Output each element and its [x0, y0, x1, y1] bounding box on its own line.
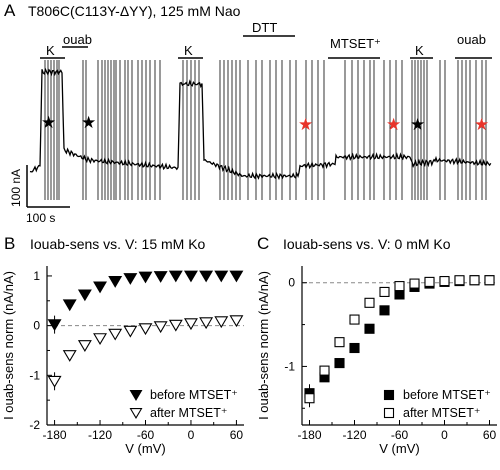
- data-point-series-0: [62, 299, 77, 312]
- x-tick-label: 0: [188, 428, 195, 442]
- y-tick-label: -1: [29, 368, 40, 382]
- data-point-series-1: [108, 328, 123, 341]
- scale-label-time: 100 s: [26, 211, 55, 225]
- star-black-1: ★: [41, 113, 56, 132]
- x-tick-label: 0: [441, 428, 448, 442]
- segment-label-ouab1: ouab: [63, 32, 92, 47]
- scale-label-current: 100 nA: [9, 169, 23, 207]
- data-point-series-1: [183, 318, 198, 331]
- legend-label-1: after MTSET⁺: [150, 406, 227, 420]
- data-point-series-1: [334, 337, 345, 348]
- x-tick-label: -180: [43, 428, 67, 442]
- y-tick-label: -1: [284, 359, 295, 373]
- data-point-series-0: [123, 273, 138, 285]
- data-point-series-1: [349, 314, 360, 325]
- data-point-series-1: [454, 275, 465, 286]
- data-point-series-1: [77, 340, 92, 352]
- star-black-3: ★: [410, 115, 425, 134]
- segment-label-k3: K: [415, 43, 424, 58]
- data-point-series-0: [77, 289, 92, 302]
- segment-label-k2: K: [184, 43, 193, 58]
- data-point-series-0: [168, 270, 183, 283]
- data-point-series-0: [47, 319, 62, 332]
- y-tick-label: 1: [33, 269, 40, 283]
- data-point-series-1: [424, 276, 435, 287]
- x-tick-label: 60: [483, 428, 497, 442]
- data-point-series-1: [168, 319, 183, 332]
- data-point-series-1: [47, 375, 62, 388]
- legend-marker-0: [383, 389, 395, 401]
- data-point-series-1: [364, 297, 375, 308]
- x-tick-label: -60: [391, 428, 409, 442]
- star-red-1: ★: [298, 115, 313, 134]
- data-point-series-1: [214, 316, 229, 329]
- panel-b-title: Iouab-sens vs. V: 15 mM Ko: [30, 236, 206, 252]
- data-point-series-1: [439, 276, 450, 287]
- data-point-series-1: [62, 350, 77, 362]
- trace-line: [29, 67, 492, 181]
- panel-a-header: T806C(C113Y-ΔYY), 125 mM Nao: [28, 3, 241, 19]
- x-tick-label: -120: [342, 428, 366, 442]
- data-point-series-1: [469, 275, 480, 286]
- data-point-series-1: [379, 286, 390, 297]
- x-axis-label: V (mV): [125, 441, 165, 456]
- legend-marker-1: [129, 408, 143, 420]
- data-point-series-0: [214, 270, 229, 283]
- x-tick-label: -60: [137, 428, 155, 442]
- panel-b-letter: B: [4, 234, 15, 253]
- data-point-series-0: [183, 270, 198, 283]
- panel-c-plot: -180 -120 -60 0 60 0 -1 V (mV) I ouab-sens norm …: [256, 266, 497, 456]
- data-point-series-0: [199, 270, 214, 283]
- data-point-series-1: [304, 393, 315, 404]
- x-tick-label: 60: [230, 428, 244, 442]
- segment-label-dtt: DTT: [252, 20, 277, 35]
- data-point-series-0: [93, 281, 108, 294]
- legend-label-0: before MTSET⁺: [403, 388, 491, 402]
- x-axis-label: V (mV): [379, 441, 419, 456]
- data-point-series-1: [484, 275, 495, 286]
- legend-marker-0: [129, 390, 143, 402]
- data-point-series-1: [138, 323, 153, 336]
- segment-label-ouab2: ouab: [457, 32, 486, 47]
- y-axis-label: I ouab-sens norm (nA/nA): [256, 271, 271, 420]
- panel-c-letter: C: [257, 234, 269, 253]
- data-point-series-0: [349, 342, 360, 354]
- x-tick-label: -180: [297, 428, 321, 442]
- data-point-series-0: [334, 358, 345, 369]
- data-point-series-0: [364, 323, 375, 334]
- y-tick-label: 0: [288, 276, 295, 290]
- data-point-series-0: [108, 276, 123, 288]
- star-red-2: ★: [386, 115, 401, 134]
- y-tick-label: -2: [29, 418, 40, 432]
- data-point-series-0: [379, 305, 390, 316]
- y-tick-label: 0: [33, 319, 40, 333]
- data-point-series-1: [319, 365, 330, 376]
- data-point-series-1: [394, 281, 405, 292]
- data-point-series-0: [229, 270, 244, 283]
- segment-label-k1: K: [46, 43, 55, 58]
- current-trace: [29, 60, 492, 200]
- star-red-3: ★: [474, 115, 489, 134]
- legend-label-0: before MTSET⁺: [150, 388, 238, 402]
- data-point-series-1: [153, 321, 168, 334]
- data-point-series-0: [138, 271, 153, 284]
- data-point-series-1: [409, 278, 420, 289]
- data-point-series-1: [199, 317, 214, 330]
- y-axis-label: I ouab-sens norm (nA/nA): [1, 271, 16, 420]
- data-point-series-1: [229, 315, 244, 328]
- data-point-series-1: [123, 325, 138, 338]
- panel-a-letter: A: [4, 1, 16, 20]
- panel-b-plot: -180 -120 -60 0 60 1 0 -1 -2 V (mV) I ouab-sens no…: [1, 266, 244, 456]
- segment-label-mtset: MTSET⁺: [330, 36, 381, 51]
- x-tick-label: -120: [88, 428, 112, 442]
- data-point-series-0: [394, 289, 405, 300]
- panel-c-title: Iouab-sens vs. V: 0 mM Ko: [283, 236, 451, 252]
- star-black-2: ★: [81, 113, 96, 132]
- data-point-series-0: [153, 271, 168, 283]
- legend-marker-1: [383, 407, 395, 419]
- legend-label-1: after MTSET⁺: [403, 406, 480, 420]
- data-point-series-1: [93, 333, 108, 346]
